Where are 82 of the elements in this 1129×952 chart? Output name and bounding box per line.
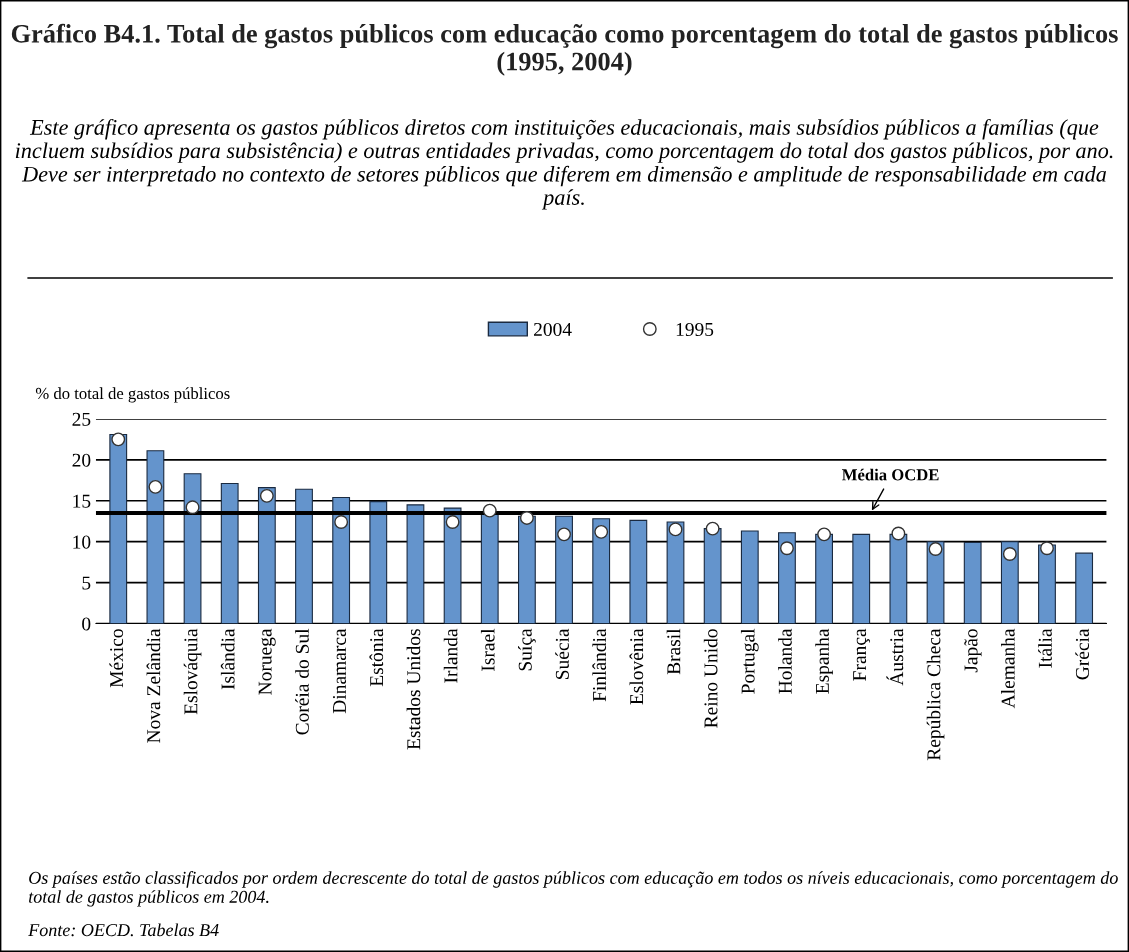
bar: [480, 513, 499, 624]
x-tick-label: Nova Zelândia: [146, 628, 161, 743]
ref-line-label: Média OCDE: [842, 468, 939, 481]
chart-subtitle: Este gráfico apresenta os gastos públicos diretos com instituições educacionais, mais subsídios públicos a famílias (que incluem subsídios para subsistência) e outras entidades privadas, como porcentagem do total dos gastos públicos, por ano. Deve ser interpretado no contexto de setores públicos que diferem em dimensão e amplitude de responsabilidade em cada país.: [15, 119, 1113, 210]
x-tick-label: Coréia do Sul: [295, 628, 309, 735]
y-tick-label: 0: [82, 617, 91, 631]
point: [779, 541, 794, 556]
x-tick-label: Suécia: [555, 628, 569, 679]
bar: [146, 450, 165, 624]
point: [1040, 541, 1054, 556]
y-tick-label: 10: [73, 535, 91, 549]
point: [519, 510, 534, 525]
bar: [592, 518, 611, 624]
bar: [220, 483, 239, 624]
bar: [889, 533, 908, 624]
point: [482, 503, 497, 518]
bar: [517, 515, 536, 624]
x-tick-label: Suíça: [518, 628, 536, 671]
y-tick-label: 25: [72, 412, 91, 426]
legend-label: 2004: [533, 322, 572, 337]
bar: [406, 504, 425, 624]
x-tick-label: Grécia: [1075, 628, 1089, 680]
x-tick-label: Dinamarca: [332, 628, 347, 714]
x-tick-label: Brasil: [666, 628, 681, 675]
x-tick-label: França: [853, 628, 871, 681]
point: [668, 522, 683, 537]
bar: [815, 533, 834, 624]
y-tick-label: 20: [72, 453, 91, 467]
bar: [963, 541, 982, 624]
bar: [629, 519, 648, 624]
bar: [703, 528, 722, 624]
x-tick-label: Estados Unidos: [406, 629, 421, 750]
bar: [183, 473, 202, 624]
x-tick-label: Alemanha: [1001, 628, 1015, 709]
x-tick-label: Noruega: [258, 628, 276, 695]
x-tick-label: Israel: [480, 628, 495, 671]
bar: [740, 530, 759, 624]
point: [557, 527, 571, 542]
y-tick-label: 15: [73, 494, 91, 508]
bar: [295, 488, 313, 624]
legend-label: 1995: [676, 322, 714, 337]
x-tick-label: Espanha: [815, 628, 833, 694]
x-tick-label: Estônia: [369, 628, 384, 687]
point: [185, 500, 200, 515]
x-tick-label: Portugal: [740, 628, 759, 694]
point: [111, 432, 126, 447]
point: [705, 521, 720, 536]
bar: [852, 533, 871, 624]
text: Os países estão classificados por ordem decrescente do total de gastos públicos com educação em todos os níveis educacionais, como porcentagem do total de gastos públicos em 2004.: [29, 871, 1118, 907]
x-tick-label: Irlanda: [443, 628, 458, 683]
x-tick-label: Finlândia: [592, 628, 607, 702]
bar: [1038, 544, 1056, 624]
x-tick-label: México: [109, 629, 124, 688]
point: [1002, 547, 1017, 561]
point: [334, 515, 349, 529]
x-tick-label: Reino Unido: [703, 629, 718, 728]
point: [928, 542, 943, 557]
x-tick-label: Holanda: [778, 628, 792, 694]
point: [594, 524, 609, 539]
y-axis-title: % do total de gastos públicos: [35, 387, 230, 403]
x-tick-label: Áustria: [886, 628, 904, 686]
bar: [666, 521, 685, 624]
bar: [1000, 541, 1019, 624]
x-tick-label: Itália: [1038, 628, 1052, 668]
bar: [555, 515, 573, 624]
chart-title: Gráfico B4.1. Total de gastos públicos com educação como porcentagem do total de gastos públicos (1995, 2004): [11, 23, 1118, 76]
point: [891, 526, 906, 541]
y-tick-label: 5: [82, 576, 91, 590]
x-tick-label: Japão: [964, 629, 982, 673]
x-tick-label: Islândia: [220, 628, 235, 690]
point: [445, 515, 460, 529]
bar: [369, 501, 388, 624]
source-note: Fonte: OECD. Tabelas B4: [28, 923, 219, 937]
point: [817, 527, 832, 542]
point: [259, 488, 274, 503]
x-tick-label: Eslováquia: [183, 628, 202, 715]
bar: [257, 487, 276, 624]
x-tick-label: Eslovênia: [629, 628, 644, 705]
point: [148, 479, 163, 494]
x-tick-label: República Checa: [926, 628, 945, 761]
bar: [1075, 552, 1094, 624]
bar: [109, 433, 128, 624]
